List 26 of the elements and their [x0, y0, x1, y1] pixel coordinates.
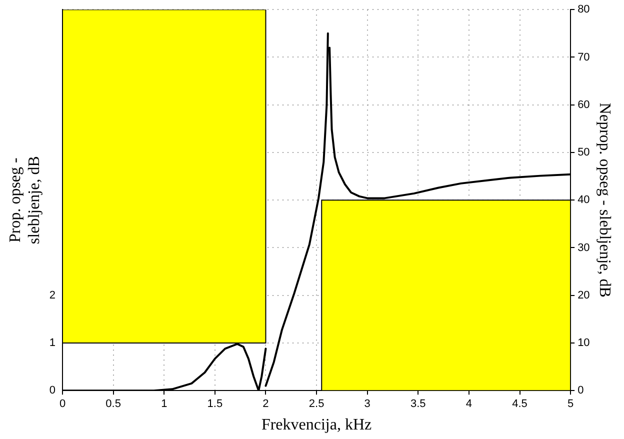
x-axis-title: Frekvencija, kHz — [261, 416, 372, 434]
y2-axis-title: Neprop. opseg - slebljenje, dB — [596, 102, 614, 298]
y2-tick-label: 50 — [578, 146, 590, 159]
y2-tick-label: 20 — [578, 289, 590, 302]
x-tick-label: 4 — [466, 398, 472, 410]
x-tick-label: 3.5 — [410, 398, 426, 410]
y-tick-label: 2 — [49, 289, 56, 302]
x-tick-label: 0.5 — [106, 398, 121, 410]
x-tick-label: 2 — [262, 398, 269, 410]
y2-tick-label: 70 — [578, 51, 590, 64]
x-tick-label: 2.5 — [308, 398, 324, 410]
x-tick-label: 4.5 — [512, 398, 528, 410]
y-tick-label: 1 — [49, 337, 56, 350]
y2-tick-label: 60 — [578, 98, 590, 111]
x-tick-label: 3 — [364, 398, 370, 410]
y2-tick-label: 30 — [578, 242, 590, 254]
y-axis-title: Prop. opseg - slebljenje, dB — [6, 156, 44, 244]
x-tick-label: 0 — [59, 398, 66, 410]
y-tick-label: 0 — [49, 384, 56, 397]
y2-tick-label: 0 — [578, 384, 584, 397]
y2-tick-label: 10 — [578, 337, 590, 350]
x-tick-label: 1.5 — [207, 398, 223, 410]
x-tick-label: 1 — [161, 398, 168, 410]
x-tick-label: 5 — [568, 398, 574, 410]
y2-tick-label: 40 — [578, 194, 590, 206]
y2-tick-label: 80 — [578, 4, 590, 16]
